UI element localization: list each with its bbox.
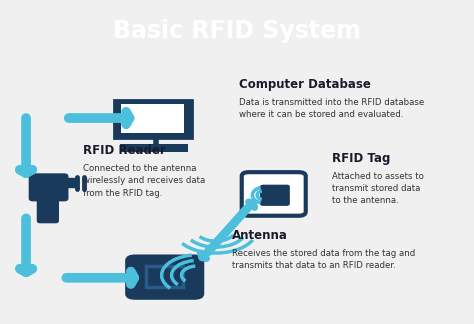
FancyBboxPatch shape xyxy=(261,185,289,205)
FancyBboxPatch shape xyxy=(114,99,192,138)
Text: RFID Tag: RFID Tag xyxy=(332,152,390,165)
FancyBboxPatch shape xyxy=(127,256,203,298)
Text: RFID Reader: RFID Reader xyxy=(83,145,166,157)
FancyBboxPatch shape xyxy=(63,178,75,187)
FancyBboxPatch shape xyxy=(121,103,184,133)
FancyBboxPatch shape xyxy=(242,172,306,216)
Text: Connected to the antenna
wirelessly and receives data
from the RFID tag.: Connected to the antenna wirelessly and … xyxy=(83,164,205,198)
FancyBboxPatch shape xyxy=(29,174,68,201)
Text: Data is transmitted into the RFID database
where it can be stored and evaluated.: Data is transmitted into the RFID databa… xyxy=(239,98,425,119)
Text: Receives the stored data from the tag and
transmits that data to an RFID reader.: Receives the stored data from the tag an… xyxy=(232,249,416,270)
Text: Basic RFID System: Basic RFID System xyxy=(113,19,361,43)
FancyBboxPatch shape xyxy=(37,197,58,223)
FancyBboxPatch shape xyxy=(120,144,188,152)
Text: Computer Database: Computer Database xyxy=(239,78,371,91)
Text: Attached to assets to
transmit stored data
to the antenna.: Attached to assets to transmit stored da… xyxy=(332,172,424,205)
Text: Antenna: Antenna xyxy=(232,229,288,242)
FancyBboxPatch shape xyxy=(146,266,183,287)
